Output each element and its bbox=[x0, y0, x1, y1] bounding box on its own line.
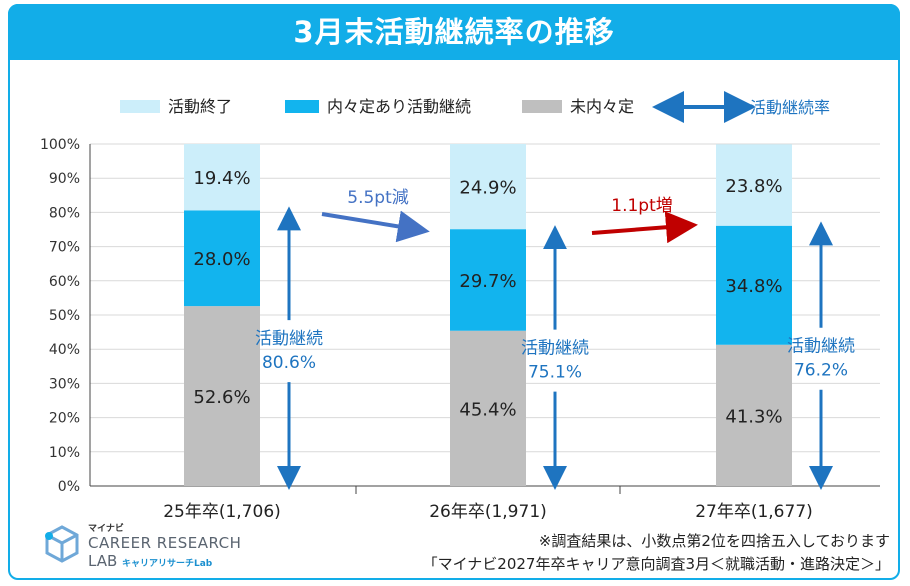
y-tick-label: 90% bbox=[49, 171, 80, 187]
bar-segment-2-cat-3 bbox=[716, 225, 792, 345]
bar-value-label: 52.6% bbox=[193, 387, 250, 408]
decrease-label: 5.5pt減 bbox=[347, 188, 409, 208]
y-tick-label: 70% bbox=[49, 240, 80, 256]
logo-lab-text: LAB bbox=[88, 552, 118, 570]
legend-arrow-label: 活動継続率 bbox=[750, 98, 830, 117]
increase-label: 1.1pt増 bbox=[611, 196, 673, 216]
legend-swatch-2 bbox=[285, 100, 319, 113]
logo-sub-text: キャリアリサーチLab bbox=[122, 559, 213, 569]
bar-segment-2-cat-1 bbox=[184, 210, 260, 307]
bar-segment-1-cat-1 bbox=[184, 306, 260, 486]
bar-value-label: 29.7% bbox=[459, 271, 516, 292]
y-tick-label: 100% bbox=[40, 137, 80, 153]
bar-value-label: 45.4% bbox=[459, 399, 516, 420]
continuation-label: 活動継続 bbox=[255, 329, 323, 349]
y-tick-label: 10% bbox=[49, 445, 80, 461]
x-category-label: 25年卒(1,706) bbox=[163, 502, 281, 522]
continuation-label: 活動継続 bbox=[787, 337, 855, 357]
bar-value-label: 28.0% bbox=[193, 249, 250, 270]
y-tick-label: 50% bbox=[49, 308, 80, 324]
y-tick-label: 0% bbox=[58, 479, 80, 495]
rounding-note: ※調査結果は、小数点第2位を四捨五入しております bbox=[538, 532, 890, 550]
x-category-label: 26年卒(1,971) bbox=[429, 502, 547, 522]
bar-segment-3-cat-2 bbox=[450, 144, 526, 230]
bar-segment-2-cat-2 bbox=[450, 229, 526, 331]
bar-value-label: 19.4% bbox=[193, 168, 250, 189]
legend-swatch-1 bbox=[120, 100, 160, 113]
decrease-arrow bbox=[321, 210, 430, 243]
y-tick-label: 60% bbox=[49, 274, 80, 290]
bar-value-label: 24.9% bbox=[459, 178, 516, 199]
bar-segment-1-cat-2 bbox=[450, 330, 526, 486]
chart-title: 3月末活動継続率の推移 bbox=[293, 15, 615, 49]
bar-value-label: 41.3% bbox=[725, 406, 782, 427]
logo-main-text: CAREER RESEARCH bbox=[88, 534, 242, 552]
y-tick-label: 20% bbox=[49, 411, 80, 427]
increase-arrow bbox=[591, 211, 698, 244]
y-tick-label: 40% bbox=[49, 342, 80, 358]
legend-swatch-3 bbox=[522, 100, 562, 113]
legend-label-3: 未内々定 bbox=[570, 97, 634, 116]
logo-brand-text: マイナビ bbox=[88, 524, 124, 534]
bar-segment-1-cat-3 bbox=[716, 344, 792, 486]
legend-label-1: 活動終了 bbox=[168, 97, 232, 116]
continuation-value-label: 80.6% bbox=[262, 353, 316, 373]
y-tick-label: 80% bbox=[49, 205, 80, 221]
continuation-label: 活動継続 bbox=[521, 339, 589, 359]
source-note: 「マイナビ2027年卒キャリア意向調査3月＜就職活動・進路決定＞」 bbox=[422, 555, 890, 573]
x-category-label: 27年卒(1,677) bbox=[695, 502, 813, 522]
continuation-value-label: 75.1% bbox=[528, 363, 582, 383]
bar-segment-3-cat-1 bbox=[184, 144, 260, 211]
legend-label-2: 内々定あり活動継続 bbox=[327, 97, 471, 116]
bar-value-label: 23.8% bbox=[725, 176, 782, 197]
career-research-lab-logo-icon bbox=[45, 525, 79, 563]
bar-value-label: 34.8% bbox=[725, 276, 782, 297]
bar-segment-3-cat-3 bbox=[716, 144, 792, 226]
title-bar bbox=[8, 4, 900, 60]
y-tick-label: 30% bbox=[49, 376, 80, 392]
continuation-value-label: 76.2% bbox=[794, 361, 848, 381]
